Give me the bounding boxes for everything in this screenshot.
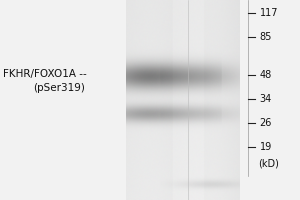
Text: 26: 26	[260, 118, 272, 128]
Text: (kD): (kD)	[258, 159, 279, 169]
Text: (pSer319): (pSer319)	[33, 83, 85, 93]
Text: 19: 19	[260, 142, 272, 152]
Text: 34: 34	[260, 94, 272, 104]
Text: 48: 48	[260, 70, 272, 80]
Text: 117: 117	[260, 8, 278, 18]
Text: FKHR/FOXO1A --: FKHR/FOXO1A --	[3, 69, 87, 79]
Text: 85: 85	[260, 32, 272, 42]
